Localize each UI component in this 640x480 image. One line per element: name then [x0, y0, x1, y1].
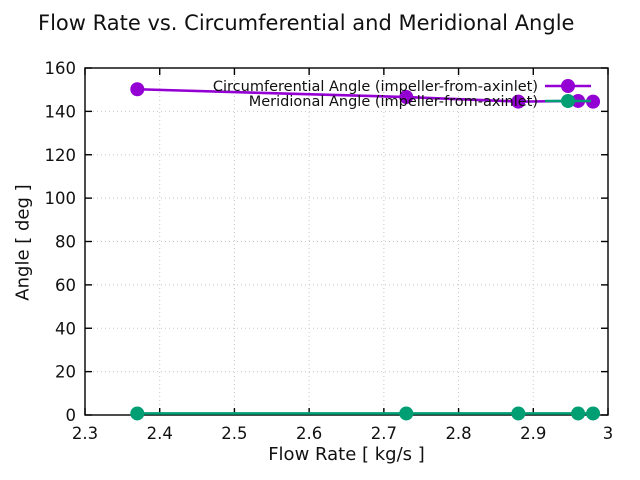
y-tick-label: 40 — [55, 319, 76, 338]
y-tick-label: 120 — [45, 146, 77, 165]
legend-sample-marker — [561, 79, 575, 93]
y-tick-label: 20 — [55, 363, 76, 382]
y-tick-label: 80 — [55, 233, 76, 252]
x-tick-label: 2.8 — [445, 424, 471, 443]
x-tick-label: 2.3 — [72, 424, 98, 443]
chart-title: Flow Rate vs. Circumferential and Meridi… — [38, 11, 575, 35]
legend-label: Meridional Angle (impeller-from-axinlet) — [249, 94, 538, 110]
x-tick-label: 2.9 — [520, 424, 546, 443]
y-tick-label: 60 — [55, 276, 76, 295]
data-point-marker — [511, 94, 526, 109]
data-point-marker — [586, 406, 601, 421]
data-point-marker — [399, 90, 414, 105]
x-axis-label: Flow Rate [ kg/s ] — [268, 444, 425, 465]
y-tick-label: 160 — [45, 59, 77, 78]
data-point-marker — [399, 406, 414, 421]
legend-label: Circumferential Angle (impeller-from-axi… — [213, 79, 538, 95]
x-tick-label: 2.6 — [296, 424, 322, 443]
legend-sample-marker — [561, 94, 575, 108]
data-point-marker — [130, 82, 145, 97]
x-tick-label: 3 — [603, 424, 614, 443]
y-tick-label: 140 — [45, 102, 77, 121]
data-point-marker — [571, 406, 586, 421]
data-point-marker — [586, 94, 601, 109]
y-tick-label: 0 — [66, 406, 77, 425]
data-point-marker — [130, 406, 145, 421]
y-tick-label: 100 — [45, 189, 77, 208]
x-tick-label: 2.7 — [371, 424, 397, 443]
x-tick-label: 2.5 — [221, 424, 247, 443]
data-point-marker — [511, 406, 526, 421]
y-axis-label: Angle [ deg ] — [12, 184, 34, 301]
x-tick-label: 2.4 — [147, 424, 173, 443]
